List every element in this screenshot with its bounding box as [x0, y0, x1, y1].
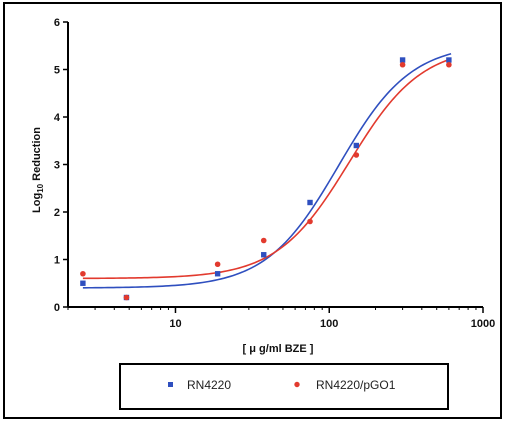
x-tick-label: 1000 [471, 318, 495, 330]
y-axis-title-main: Log [31, 193, 43, 213]
data-point-rn4220-pgo1 [260, 237, 267, 244]
data-points [80, 57, 452, 301]
y-axis-title-subscript: 10 [36, 183, 45, 192]
data-point-rn4220 [214, 271, 221, 277]
chart-axes: 0 1 2 3 4 5 6 10 100 1000 [54, 17, 495, 330]
data-point-rn4220-pgo1 [214, 261, 221, 268]
data-point-rn4220-pgo1 [399, 61, 406, 68]
data-point-rn4220 [80, 280, 86, 286]
y-tick-label: 5 [54, 65, 60, 77]
data-point-rn4220 [399, 57, 406, 63]
legend-label-rn4220: RN4220 [187, 378, 231, 392]
data-point-rn4220 [446, 57, 452, 63]
legend-label-rn4220-pgo1: RN4220/pGO1 [316, 378, 396, 392]
figure-frame [3, 2, 502, 419]
y-tick-label: 6 [54, 17, 60, 29]
x-axis-title: [ μ g/ml BZE ] [243, 343, 314, 355]
data-point-rn4220 [353, 142, 360, 149]
data-point-rn4220-pgo1 [307, 218, 313, 225]
fit-curve-rn4220 [82, 52, 452, 289]
x-tick-label: 100 [320, 318, 338, 330]
legend-marker-rn4220 [168, 382, 173, 387]
y-tick-label: 2 [54, 207, 60, 219]
y-tick-label: 0 [54, 302, 60, 314]
y-axis-title: Log10 Reduction [31, 127, 45, 213]
data-point-rn4220 [307, 199, 313, 206]
legend: RN4220 RN4220/pGO1 [119, 363, 449, 410]
data-point-rn4220-pgo1 [446, 61, 452, 68]
data-point-rn4220-pgo1 [353, 152, 360, 158]
y-tick-label: 4 [54, 112, 61, 124]
fit-curves [82, 52, 452, 289]
data-point-rn4220 [261, 252, 267, 258]
legend-box [119, 363, 449, 410]
data-point-rn4220-pgo1 [80, 270, 86, 277]
y-tick-label: 3 [54, 160, 60, 172]
data-point-rn4220-pgo1 [123, 294, 130, 301]
legend-marker-rn4220-pgo1 [294, 381, 300, 388]
y-axis-title-suffix: Reduction [31, 127, 43, 184]
fit-curve-rn4220-pgo1 [82, 58, 452, 280]
y-tick-label: 1 [54, 255, 60, 267]
x-tick-label: 10 [169, 318, 181, 330]
